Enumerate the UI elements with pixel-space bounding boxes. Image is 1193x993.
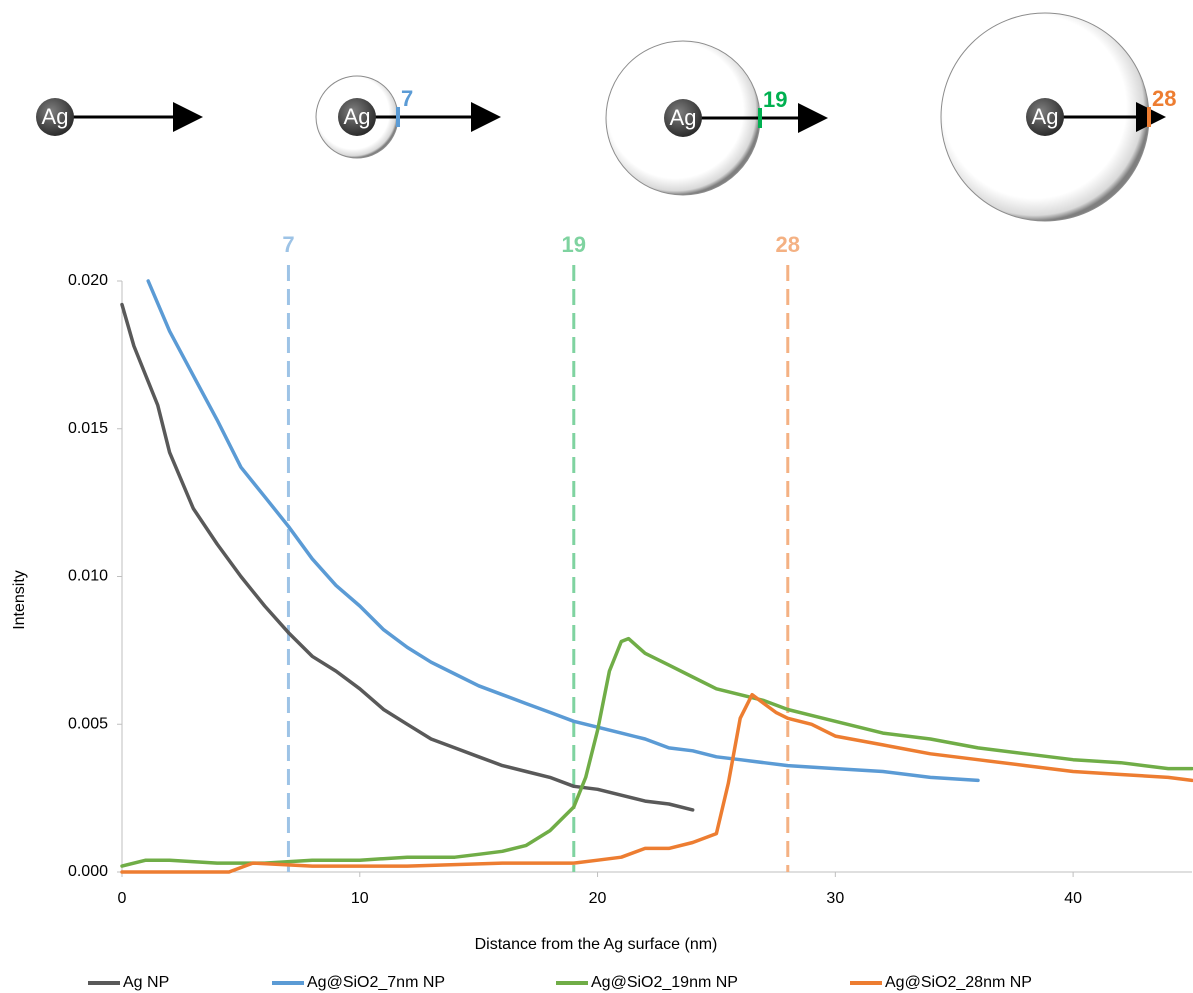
shell-label: 19 [763, 87, 787, 112]
core [36, 98, 74, 136]
x-tick-label: 30 [826, 890, 844, 907]
core-label: Ag [1032, 104, 1059, 129]
shell-label: 7 [401, 86, 413, 111]
core-label: Ag [344, 104, 371, 129]
core-label: Ag [42, 104, 69, 129]
y-axis-title: Intensity [11, 570, 28, 630]
legend-label: Ag@SiO2_19nm NP [591, 974, 738, 991]
series-line [120, 636, 1193, 868]
reference-label: 19 [562, 232, 586, 257]
reference-label: 28 [776, 232, 800, 257]
shell-label: 28 [1152, 86, 1176, 111]
core [338, 98, 376, 136]
y-tick-label: 0.005 [68, 715, 108, 732]
core [664, 99, 702, 137]
legend-label: Ag NP [123, 974, 169, 991]
x-tick-label: 10 [351, 890, 369, 907]
core-label: Ag [670, 105, 697, 130]
y-tick-label: 0.015 [68, 420, 108, 437]
core [1026, 98, 1064, 136]
legend-label: Ag@SiO2_28nm NP [885, 974, 1032, 991]
y-tick-label: 0.020 [68, 272, 108, 289]
reference-label: 7 [282, 232, 294, 257]
x-tick-label: 20 [589, 890, 607, 907]
x-tick-label: 0 [118, 890, 127, 907]
series-line [120, 302, 695, 812]
x-tick-label: 40 [1064, 890, 1082, 907]
series-line [146, 279, 980, 783]
series-line [120, 692, 1193, 874]
y-tick-label: 0.010 [68, 568, 108, 585]
legend-label: Ag@SiO2_7nm NP [307, 974, 445, 991]
x-axis-title: Distance from the Ag surface (nm) [475, 936, 718, 953]
y-tick-label: 0.000 [68, 863, 108, 880]
